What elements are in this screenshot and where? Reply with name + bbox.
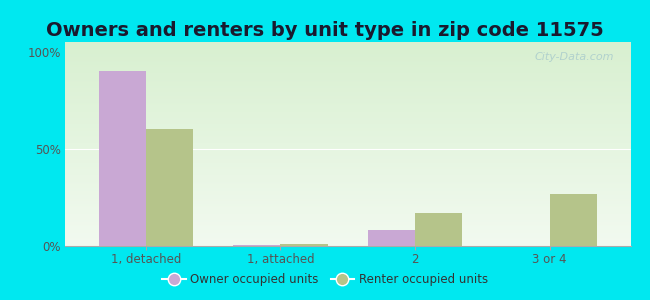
Bar (233, 245, 280, 246)
Bar (99, 71, 146, 246)
Text: Owners and renters by unit type in zip code 11575: Owners and renters by unit type in zip c… (46, 21, 604, 40)
Bar (550, 194, 597, 246)
Bar (415, 213, 462, 246)
Bar (146, 129, 193, 246)
Bar (368, 230, 415, 246)
Legend: Owner occupied units, Renter occupied units: Owner occupied units, Renter occupied un… (157, 269, 493, 291)
Bar (280, 244, 328, 246)
Text: City-Data.com: City-Data.com (534, 52, 614, 62)
